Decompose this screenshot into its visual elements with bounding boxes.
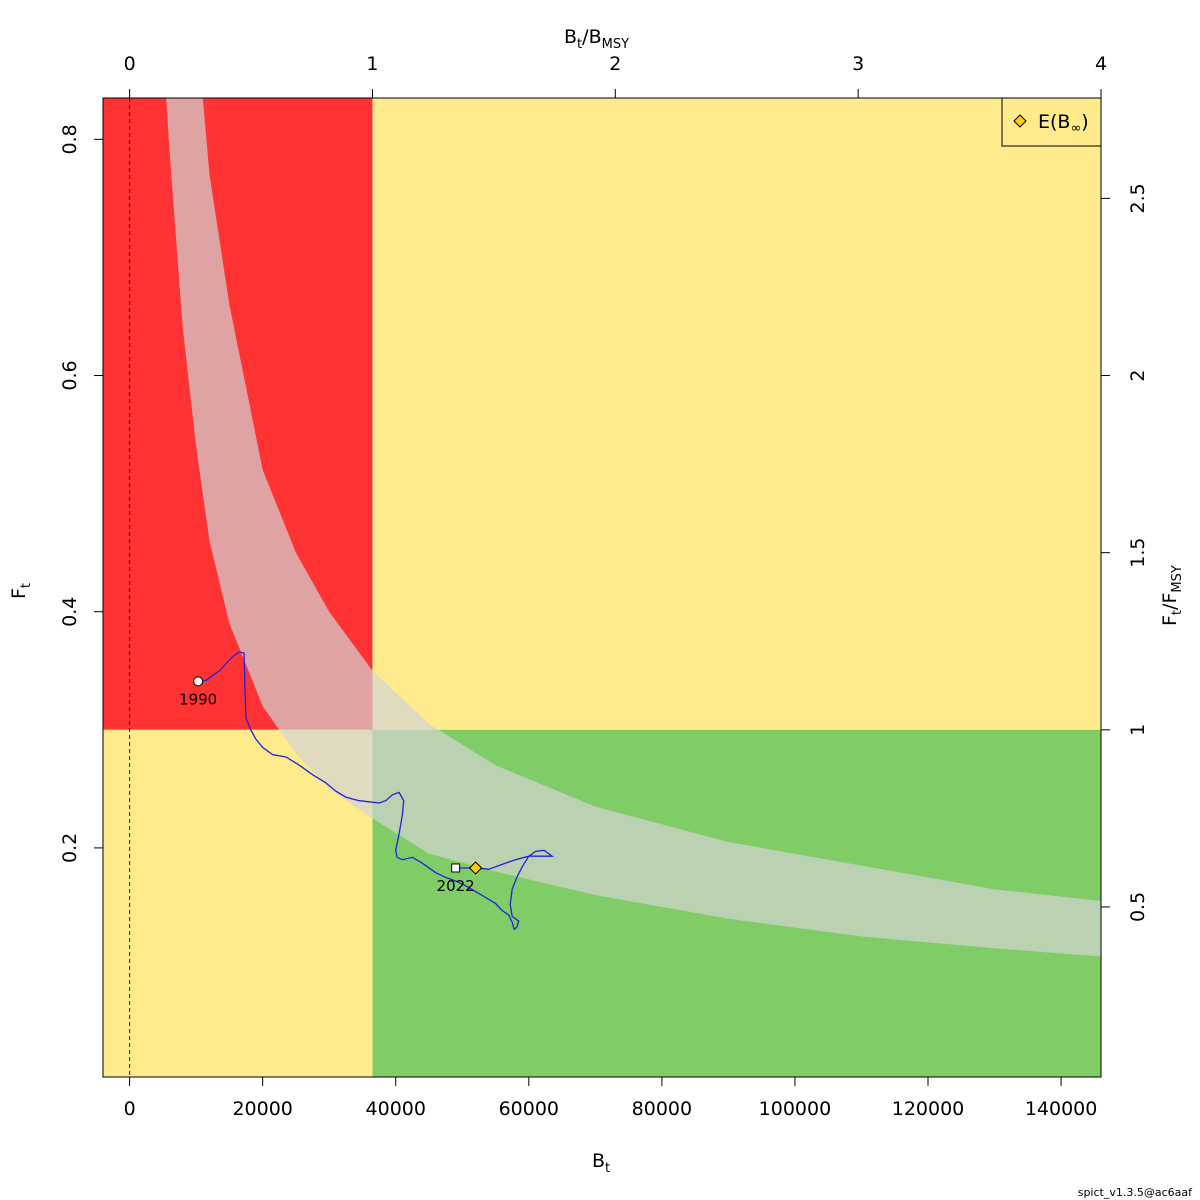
point-label-1990: 1990 <box>179 690 217 708</box>
x-tick-label: 60000 <box>499 1098 559 1120</box>
y-axis-title: Ft <box>8 583 34 599</box>
top-tick-label: 0 <box>124 53 136 75</box>
right-tick-label: 0.5 <box>1127 892 1149 922</box>
right-axis: 0.5 1 1.5 2 2.5 <box>1100 183 1149 922</box>
top-tick-label: 4 <box>1095 53 1107 75</box>
right-tick-label: 2.5 <box>1127 183 1149 213</box>
trajectory-line-0 <box>198 651 555 931</box>
version-footer: spict_v1.3.5@ac6aaf <box>1078 1186 1193 1199</box>
x-tick-label: 120000 <box>892 1098 965 1120</box>
x-tick-label: 80000 <box>632 1098 692 1120</box>
x-tick-label: 100000 <box>759 1098 832 1120</box>
region-overfishing <box>372 98 1101 730</box>
msy-band <box>166 98 1101 957</box>
top-axis-title: Bt/BMSY <box>564 26 629 52</box>
x-axis: 0 20000 40000 60000 80000 100000 120000 140000 <box>124 1076 1098 1120</box>
x-axis-title: Bt <box>592 1150 610 1176</box>
right-tick-label: 1.5 <box>1127 538 1149 568</box>
point-label-2022: 2022 <box>437 877 475 895</box>
legend: E(B∞) <box>1001 97 1102 147</box>
x-tick-label: 0 <box>124 1098 136 1120</box>
y-tick-label: 0.4 <box>59 597 81 627</box>
point-1990 <box>193 676 204 687</box>
equilibrium-diamond <box>468 861 483 875</box>
y-tick-label: 0.8 <box>59 124 81 154</box>
points-layer: 1990 2022 <box>179 676 483 895</box>
x-tick-label: 140000 <box>1025 1098 1098 1120</box>
top-tick-label: 1 <box>366 53 378 75</box>
msy-band-layer <box>166 98 1101 957</box>
top-tick-label: 2 <box>609 53 621 75</box>
region-overfished <box>103 729 373 1077</box>
right-tick-label: 2 <box>1127 369 1149 381</box>
y-axis: 0.2 0.4 0.6 0.8 <box>59 124 104 863</box>
x-tick-label: 20000 <box>232 1098 292 1120</box>
kobe-regions <box>103 98 1101 1077</box>
x-tick-label: 40000 <box>366 1098 426 1120</box>
right-axis-title: Ft/FMSY <box>1159 565 1185 626</box>
top-axis: 0 1 2 3 4 <box>124 53 1107 99</box>
legend-label: E(B∞) <box>1038 111 1089 136</box>
trajectory-layer <box>198 651 555 931</box>
top-tick-label: 3 <box>852 53 864 75</box>
right-tick-label: 1 <box>1127 724 1149 736</box>
y-tick-label: 0.6 <box>59 360 81 390</box>
y-tick-label: 0.2 <box>59 833 81 863</box>
legend-diamond-icon <box>1013 114 1027 128</box>
point-2022 <box>451 863 461 873</box>
